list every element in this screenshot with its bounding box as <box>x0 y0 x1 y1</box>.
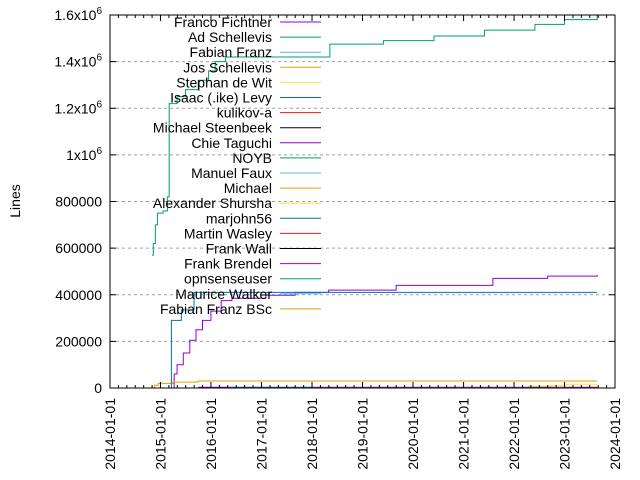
y-tick-label: 1.6x106 <box>54 6 102 23</box>
x-tick-label: 2024-01-01 <box>607 398 623 470</box>
x-tick-label: 2014-01-01 <box>102 398 118 470</box>
x-tick-label: 2019-01-01 <box>355 398 371 470</box>
legend-label: Frank Wall <box>206 241 272 257</box>
legend-label: Michael <box>224 180 272 196</box>
legend-label: marjohn56 <box>206 210 272 226</box>
legend-label: Stephan de Wit <box>176 74 272 90</box>
legend-label: Manuel Faux <box>191 165 272 181</box>
series-line <box>152 15 598 256</box>
x-axis: 2014-01-01 2015-01-01 2016-01-01 2017-01-01… <box>102 15 623 470</box>
legend-label: Franco Fichtner <box>174 14 272 30</box>
legend-label: Alexander Shursha <box>153 195 272 211</box>
legend-label: Michael Steenbeek <box>153 120 273 136</box>
legend-label: Fabian Franz <box>190 44 272 60</box>
legend-label: Chie Taguchi <box>191 135 272 151</box>
legend-label: Fabian Franz BSc <box>160 301 272 317</box>
x-tick-label: 2018-01-01 <box>304 398 320 470</box>
y-tick-label: 1.2x106 <box>54 99 102 116</box>
legend-label: NOYB <box>232 150 272 166</box>
x-tick-label: 2016-01-01 <box>203 398 219 470</box>
x-tick-label: 2021-01-01 <box>456 398 472 470</box>
y-tick-label: 600000 <box>55 240 102 256</box>
legend-label: kulikov-a <box>217 105 272 121</box>
x-tick-label: 2023-01-01 <box>557 398 573 470</box>
legend-label: Maurice Walker <box>175 286 272 302</box>
legend-label: Ad Schellevis <box>188 29 272 45</box>
x-tick-label: 2020-01-01 <box>405 398 421 470</box>
series-line <box>171 274 598 389</box>
y-axis-label: Lines <box>7 184 23 217</box>
legend-label: Jos Schellevis <box>183 59 272 75</box>
x-tick-label: 2017-01-01 <box>254 398 270 470</box>
y-axis: 0 200000 400000 600000 800000 1x106 1.2x106 1.4… <box>54 6 615 396</box>
y-tick-label: 1.4x106 <box>54 53 102 70</box>
y-tick-label: 200000 <box>55 333 102 349</box>
y-tick-label: 0 <box>94 380 102 396</box>
y-tick-label: 1x106 <box>66 146 102 163</box>
series-line <box>153 380 598 389</box>
y-tick-label: 800000 <box>55 194 102 210</box>
legend-label: Frank Brendel <box>184 256 272 272</box>
y-tick-label: 400000 <box>55 287 102 303</box>
legend-label: Isaac (.ike) Levy <box>170 90 272 106</box>
legend-label: Martin Wasley <box>184 225 272 241</box>
x-tick-label: 2022-01-01 <box>506 398 522 470</box>
series-line <box>170 291 598 389</box>
legend-label: opnsenseuser <box>184 271 272 287</box>
x-tick-label: 2015-01-01 <box>152 398 168 470</box>
